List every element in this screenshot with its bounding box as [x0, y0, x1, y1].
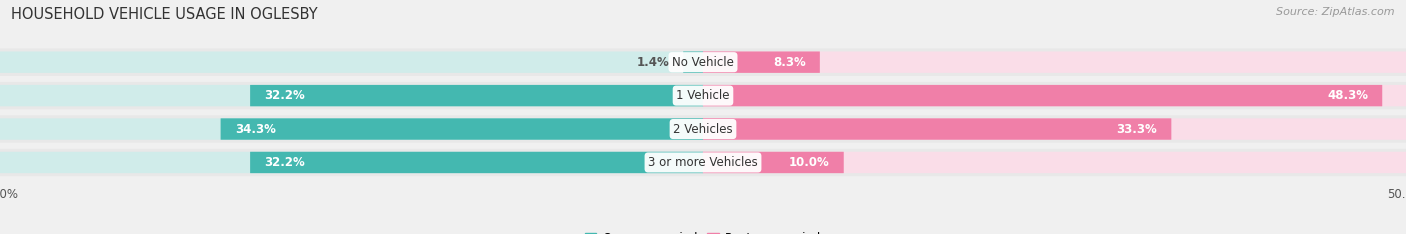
FancyBboxPatch shape	[703, 152, 1406, 173]
Text: HOUSEHOLD VEHICLE USAGE IN OGLESBY: HOUSEHOLD VEHICLE USAGE IN OGLESBY	[11, 7, 318, 22]
Text: 32.2%: 32.2%	[264, 156, 305, 169]
FancyBboxPatch shape	[0, 82, 1406, 109]
FancyBboxPatch shape	[703, 152, 844, 173]
FancyBboxPatch shape	[703, 118, 1406, 140]
FancyBboxPatch shape	[221, 118, 703, 140]
FancyBboxPatch shape	[703, 85, 1382, 106]
Text: 1.4%: 1.4%	[637, 56, 669, 69]
Text: 48.3%: 48.3%	[1327, 89, 1368, 102]
Text: 33.3%: 33.3%	[1116, 123, 1157, 135]
FancyBboxPatch shape	[703, 51, 820, 73]
FancyBboxPatch shape	[683, 51, 703, 73]
FancyBboxPatch shape	[0, 51, 703, 73]
Text: 8.3%: 8.3%	[773, 56, 806, 69]
Text: Source: ZipAtlas.com: Source: ZipAtlas.com	[1277, 7, 1395, 17]
Text: 3 or more Vehicles: 3 or more Vehicles	[648, 156, 758, 169]
Text: 2 Vehicles: 2 Vehicles	[673, 123, 733, 135]
Text: 1 Vehicle: 1 Vehicle	[676, 89, 730, 102]
FancyBboxPatch shape	[0, 115, 1406, 143]
Text: 10.0%: 10.0%	[789, 156, 830, 169]
FancyBboxPatch shape	[0, 85, 703, 106]
FancyBboxPatch shape	[0, 152, 703, 173]
Text: No Vehicle: No Vehicle	[672, 56, 734, 69]
FancyBboxPatch shape	[0, 48, 1406, 76]
FancyBboxPatch shape	[0, 149, 1406, 176]
FancyBboxPatch shape	[703, 118, 1171, 140]
FancyBboxPatch shape	[250, 85, 703, 106]
Legend: Owner-occupied, Renter-occupied: Owner-occupied, Renter-occupied	[579, 227, 827, 234]
Text: 32.2%: 32.2%	[264, 89, 305, 102]
FancyBboxPatch shape	[703, 85, 1406, 106]
FancyBboxPatch shape	[703, 51, 1406, 73]
FancyBboxPatch shape	[0, 118, 703, 140]
FancyBboxPatch shape	[250, 152, 703, 173]
Text: 34.3%: 34.3%	[235, 123, 276, 135]
